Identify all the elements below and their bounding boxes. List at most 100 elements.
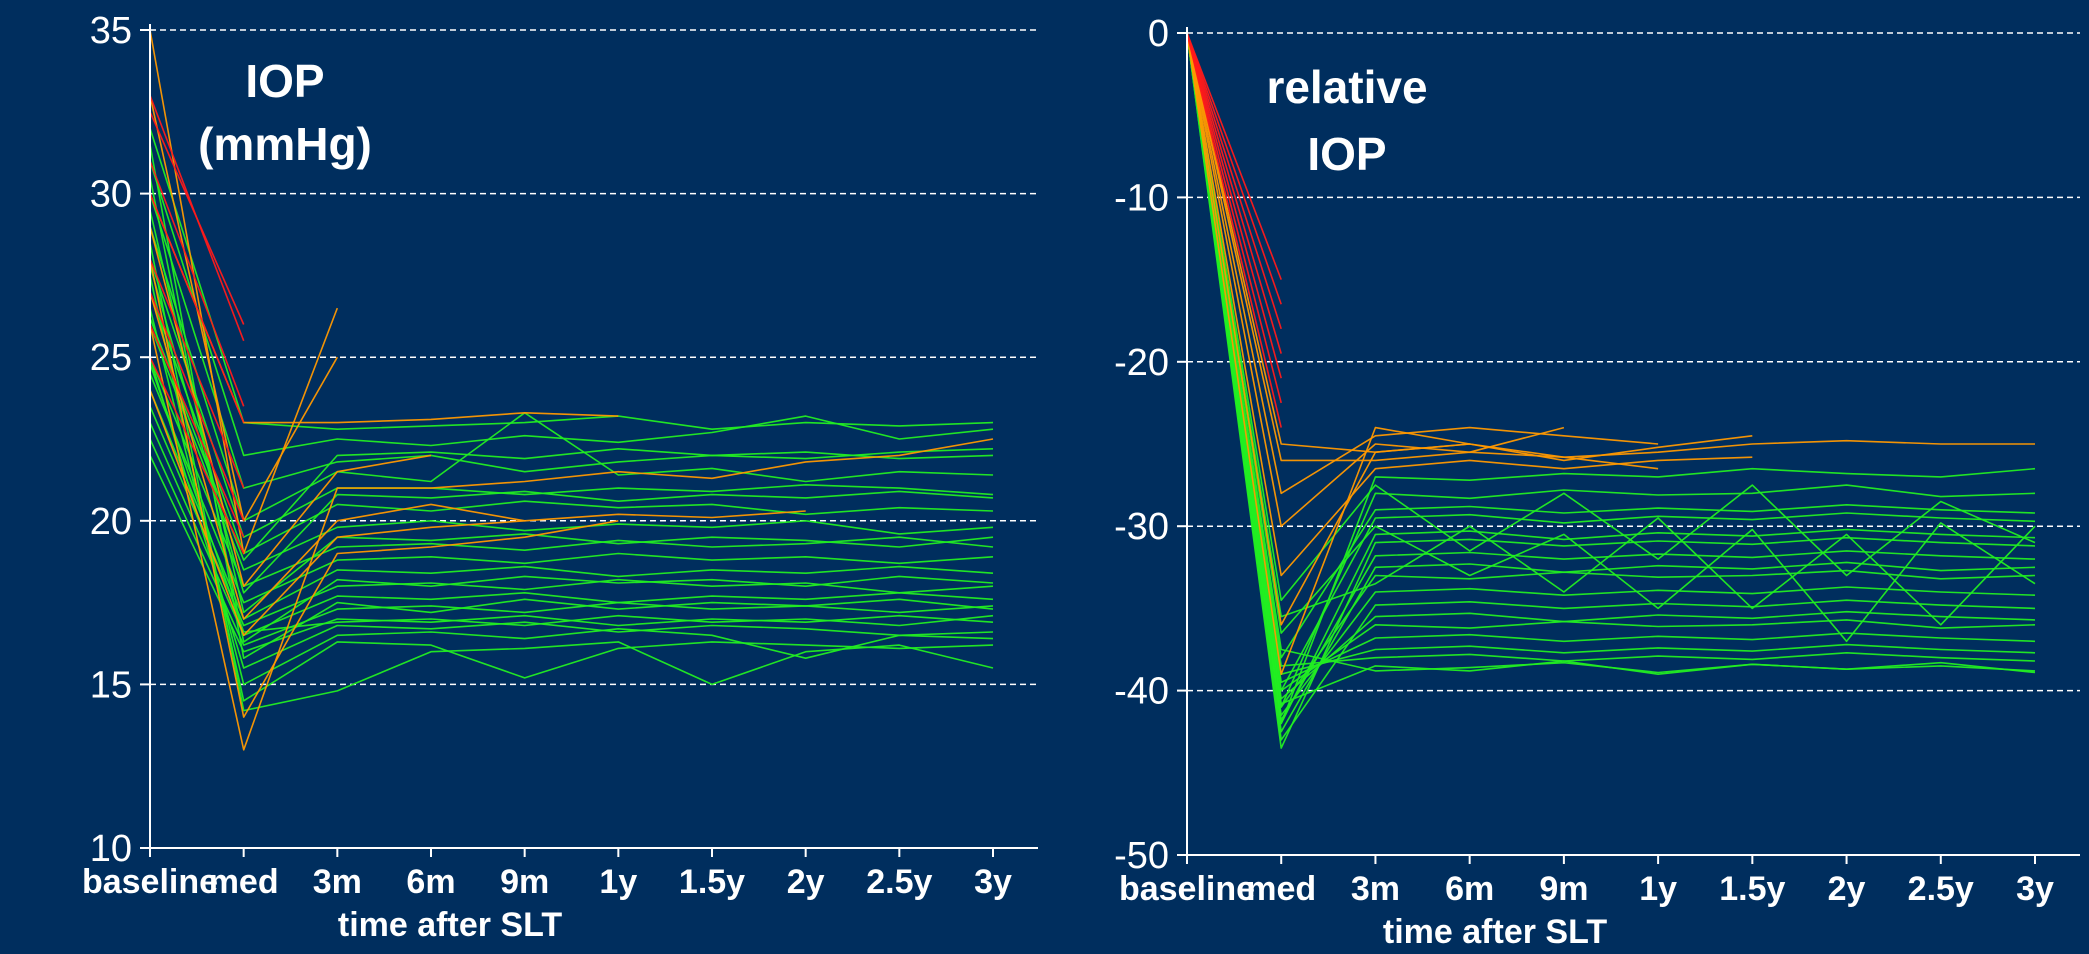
x-tick-label: med [1246,870,1316,908]
series-line-green [1186,32,2036,725]
series-line-orange [1186,32,1659,626]
series-line-green [149,242,994,712]
series-line-red [1186,32,1282,354]
series-line-orange [149,258,619,718]
x-tick-label: 1y [599,863,637,901]
x-tick-label: 3y [2016,870,2054,908]
x-tick-label: 3y [974,863,1012,901]
series-line-orange [149,324,994,751]
series-line-green [1186,32,2036,717]
chart-title-line-1: IOP [245,55,324,107]
series-line-green [149,324,994,571]
x-tick-label: 6m [1445,870,1494,908]
series-line-red [1186,32,1282,305]
series-line-green [1186,32,2036,692]
chart-title-line-2: IOP [1307,128,1386,180]
series-line-green [1186,32,2036,721]
x-tick-label: 3m [313,863,362,901]
series-line-red [149,291,245,522]
series-line-red [1186,32,1282,404]
series-line-orange [1186,32,1470,675]
x-tick-label: baseline [82,863,218,901]
series-line-green [1186,32,2036,601]
series-line-green [149,356,994,669]
series-line-red [1186,32,1282,379]
series-line-green [1186,32,2036,749]
series-line-orange [149,291,525,620]
series-line-red [149,160,245,407]
series-line-green [149,226,994,522]
series-line-red [149,324,245,538]
y-tick-label: 10 [90,828,132,870]
series-line-green [149,177,994,643]
series-line-red [149,258,245,489]
series-line-green [149,265,994,594]
series-line-red [1186,32,1282,428]
series-line-green [149,356,994,587]
y-tick-label: 15 [90,664,132,706]
x-tick-label: 9m [500,863,549,901]
series-line-green [1186,32,2036,705]
series-line-green [149,422,994,637]
x-tick-label: 1.5y [1719,870,1785,908]
series-line-green [1186,32,2036,708]
series-line-green [1186,32,2036,741]
series-line-green [149,160,994,457]
y-tick-label: 25 [90,337,132,379]
series-line-orange [1186,32,1753,577]
series-line-green [149,373,994,604]
y-tick-label: -40 [1114,671,1169,713]
y-tick-label: 20 [90,501,132,543]
series-line-green [149,127,994,430]
series-line-green [149,317,994,561]
series-line-green [1186,32,2036,659]
series-line-green [149,405,994,627]
x-tick-label: 2.5y [1908,870,1974,908]
y-tick-label: 30 [90,174,132,216]
x-tick-label: 1.5y [679,863,745,901]
chart-title-line-2: (mmHg) [198,118,372,170]
x-axis-label: time after SLT [338,906,562,944]
series-line-green [1186,32,2036,626]
series-line-green [149,275,994,702]
x-axis-label: time after SLT [1383,913,1607,951]
y-tick-label: 0 [1148,13,1169,55]
series-line-green [149,258,994,538]
x-tick-label: 3m [1351,870,1400,908]
y-tick-label: -30 [1114,506,1169,548]
series-line-red [1186,32,1282,280]
series-line-orange [1186,32,1659,495]
y-tick-label: -10 [1114,177,1169,219]
series-line-orange [1186,32,2035,462]
x-tick-label: 2.5y [866,863,932,901]
series-line-red [1186,32,1282,330]
series-line-green [149,438,994,646]
series-line-green [1186,32,2036,675]
x-tick-label: med [209,863,279,901]
y-tick-label: -20 [1114,342,1169,384]
x-tick-label: 2y [787,863,825,901]
series-line-green [1186,32,2036,692]
series-line-red [149,193,245,423]
series-line-orange [149,389,806,637]
x-tick-label: baseline [1119,870,1255,908]
series-line-red [149,111,245,325]
x-tick-label: 6m [406,863,455,901]
x-tick-label: 2y [1828,870,1866,908]
series-line-red [149,356,245,554]
series-line-green [149,209,994,614]
y-tick-label: 35 [90,10,132,52]
x-tick-label: 1y [1639,870,1677,908]
series-line-orange [149,193,619,424]
y-tick-label: -50 [1114,835,1169,877]
series-line-green [149,389,994,620]
series-line-orange [1186,32,1565,527]
series-line-green [149,144,994,659]
series-line-orange [149,29,339,555]
chart-title-line-1: relative [1266,61,1427,113]
series-line-green [149,363,994,633]
series-line-green [1186,32,2036,643]
x-tick-label: 9m [1539,870,1588,908]
